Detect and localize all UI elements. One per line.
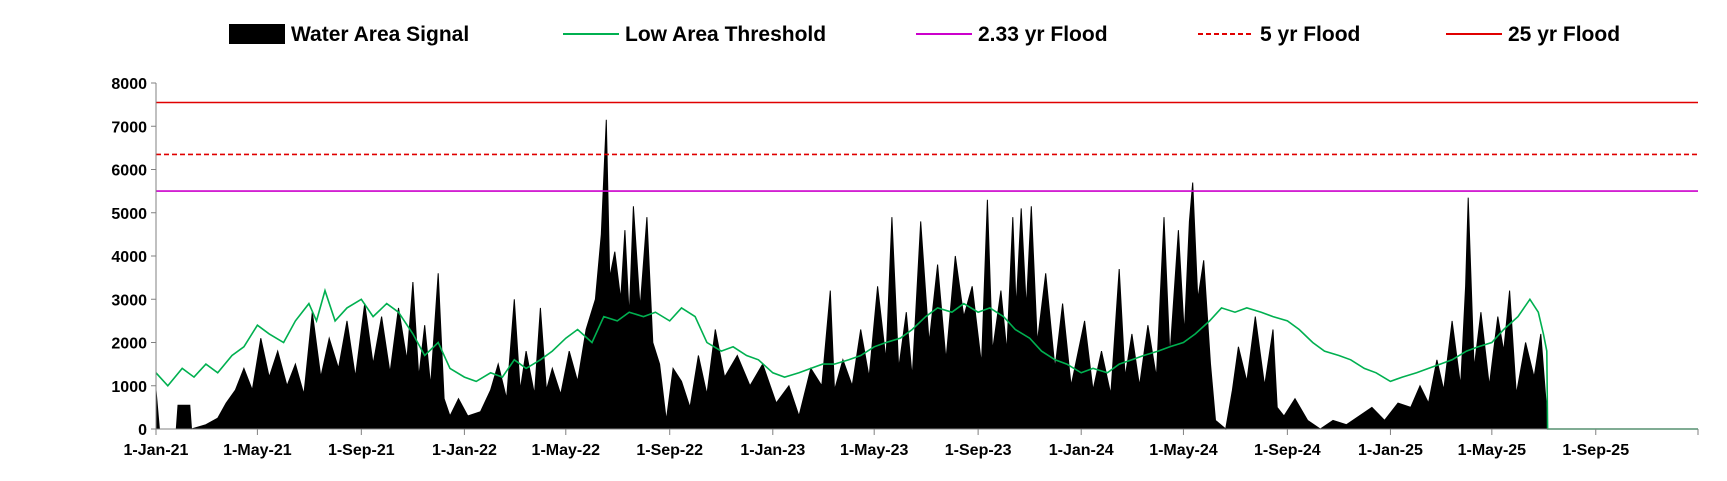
legend-label: Water Area Signal [291, 23, 469, 46]
x-tick-label: 1-May-24 [1149, 442, 1218, 459]
y-tick-label: 3000 [111, 292, 147, 309]
x-tick-label: 1-May-23 [840, 442, 909, 459]
y-tick-label: 8000 [111, 76, 147, 93]
legend-item-water-area-signal: Water Area Signal [229, 23, 469, 46]
x-tick-label: 1-Jan-23 [740, 442, 805, 459]
y-tick-label: 7000 [111, 119, 147, 136]
legend-item-2-33-yr-flood: 2.33 yr Flood [916, 23, 1108, 46]
legend-label: 25 yr Flood [1508, 23, 1620, 46]
x-tick-label: 1-Sep-22 [636, 442, 703, 459]
legend-item-low-area-threshold: Low Area Threshold [563, 23, 826, 46]
x-tick-label: 1-May-25 [1458, 442, 1527, 459]
x-tick-label: 1-Jan-24 [1049, 442, 1114, 459]
x-tick-label: 1-May-22 [532, 442, 601, 459]
x-tick-label: 1-Jan-22 [432, 442, 497, 459]
legend-item-5-yr-flood: 5 yr Flood [1198, 23, 1360, 46]
plot-area [155, 101, 1698, 430]
x-tick-label: 1-Jan-21 [124, 442, 189, 459]
series-water-area-signal [155, 119, 1698, 430]
x-tick-label: 1-Sep-23 [945, 442, 1012, 459]
legend-item-25-yr-flood: 25 yr Flood [1446, 23, 1620, 46]
legend-label: 2.33 yr Flood [978, 23, 1108, 46]
y-tick-label: 2000 [111, 336, 147, 353]
chart-legend: Water Area Signal Low Area Threshold 2.33 … [229, 23, 1620, 46]
x-tick-label: 1-Sep-21 [328, 442, 395, 459]
x-tick-label: 1-Sep-24 [1254, 442, 1321, 459]
y-tick-label: 4000 [111, 249, 147, 266]
y-tick-label: 6000 [111, 163, 147, 180]
legend-label: 5 yr Flood [1260, 23, 1360, 46]
y-tick-label: 0 [138, 422, 147, 439]
legend-swatch [229, 24, 285, 44]
x-tick-label: 1-Sep-25 [1562, 442, 1629, 459]
y-tick-label: 1000 [111, 379, 147, 396]
x-axis: 1-Jan-21 1-May-21 1-Sep-21 1-Jan-22 1-May-22… [124, 428, 1699, 459]
y-tick-label: 5000 [111, 206, 147, 223]
x-tick-label: 1-May-21 [223, 442, 292, 459]
legend-label: Low Area Threshold [625, 23, 826, 46]
y-axis: 0 1000 2000 3000 4000 5000 6000 7000 8000 [111, 76, 157, 439]
x-tick-label: 1-Jan-25 [1358, 442, 1423, 459]
series-low-area-threshold [155, 287, 1698, 430]
